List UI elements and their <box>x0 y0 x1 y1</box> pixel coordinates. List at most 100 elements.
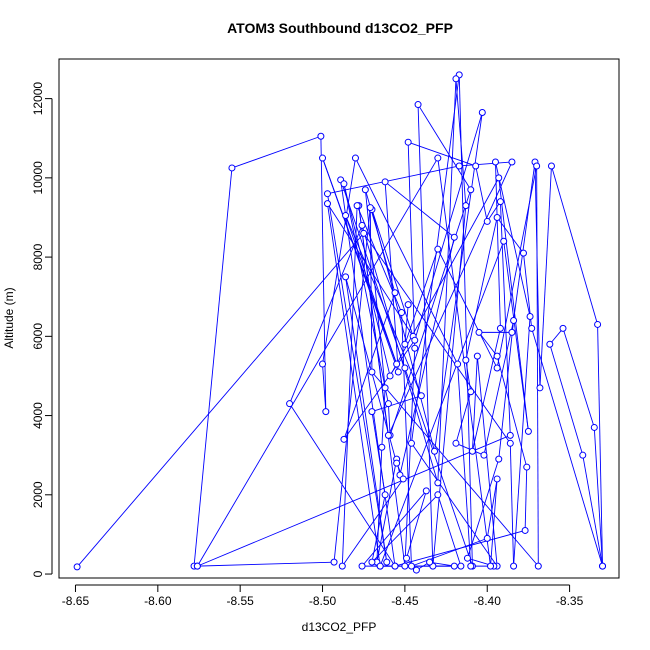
data-point <box>493 352 501 360</box>
series-segment <box>411 537 488 567</box>
data-point <box>368 558 376 566</box>
data-point <box>547 162 555 170</box>
series-segment <box>486 478 498 539</box>
data-point <box>431 447 439 455</box>
data-point <box>559 324 567 332</box>
series-segment <box>455 391 472 444</box>
data-point <box>521 526 529 534</box>
series-segment <box>437 248 498 369</box>
data-point <box>599 562 607 570</box>
data-point <box>404 301 412 309</box>
series-segment <box>404 304 409 345</box>
data-point <box>394 368 402 376</box>
data-point <box>495 455 503 463</box>
series-segment <box>399 237 455 476</box>
series-segment <box>471 356 478 452</box>
data-point <box>508 158 516 166</box>
series-segment <box>536 165 539 567</box>
data-point <box>434 154 442 162</box>
y-tick-label: 12000 <box>31 82 45 116</box>
x-tick-label: -8.50 <box>309 594 337 608</box>
x-tick-label: -8.65 <box>62 594 90 608</box>
series-segment <box>358 205 389 436</box>
data-point <box>384 431 392 439</box>
data-point <box>401 340 409 348</box>
series-segment <box>459 161 512 167</box>
data-point <box>475 328 483 336</box>
data-point <box>519 249 527 257</box>
data-series <box>73 71 607 574</box>
data-point <box>478 108 486 116</box>
series-segment <box>417 104 472 190</box>
data-point <box>500 237 508 245</box>
series-segment <box>197 561 335 567</box>
data-point <box>454 360 462 368</box>
series-segment <box>379 241 505 567</box>
data-point <box>412 566 420 574</box>
series-segment <box>371 371 539 567</box>
series-segment <box>371 395 422 413</box>
data-point <box>510 562 518 570</box>
data-point <box>381 384 389 392</box>
series-segment <box>289 225 363 404</box>
data-point <box>495 174 503 182</box>
series-segment <box>495 161 501 329</box>
series-segment <box>343 292 396 440</box>
data-point <box>319 360 327 368</box>
data-point <box>383 558 391 566</box>
series-segment <box>343 183 389 404</box>
series-segment <box>483 320 515 456</box>
series-segment <box>371 494 439 563</box>
data-point <box>594 320 602 328</box>
data-point <box>417 392 425 400</box>
data-point <box>450 562 458 570</box>
series-segment <box>486 201 501 222</box>
data-point <box>493 475 501 483</box>
data-point <box>463 554 471 562</box>
data-point <box>228 164 236 172</box>
data-point <box>73 563 81 571</box>
x-tick-label: -8.55 <box>226 594 254 608</box>
data-point <box>491 158 499 166</box>
series-segment <box>401 312 412 567</box>
data-point <box>526 313 534 321</box>
data-point <box>342 211 350 219</box>
x-tick-label: -8.60 <box>144 594 172 608</box>
data-point <box>472 162 480 170</box>
data-point <box>398 309 406 317</box>
series-segment <box>361 490 427 567</box>
series-segment <box>465 217 498 361</box>
data-point <box>487 562 495 570</box>
data-point <box>330 558 338 566</box>
series-segment <box>437 78 457 483</box>
series-segment <box>478 332 498 357</box>
data-point <box>351 154 359 162</box>
data-point <box>434 491 442 499</box>
series-segment <box>593 427 603 567</box>
series-segment <box>327 193 388 563</box>
data-point <box>468 447 476 455</box>
data-point <box>381 178 389 186</box>
data-point <box>386 372 394 380</box>
series-segment <box>437 494 462 567</box>
data-point <box>467 562 475 570</box>
data-point <box>404 138 412 146</box>
data-point <box>455 162 463 170</box>
data-point <box>506 431 514 439</box>
series-segment <box>509 443 515 567</box>
data-point <box>523 463 531 471</box>
data-point <box>322 408 330 416</box>
series-segment <box>231 135 322 169</box>
series-segment <box>406 490 427 559</box>
series-segment <box>404 249 439 345</box>
series-segment <box>345 215 422 396</box>
series-segment <box>549 344 584 456</box>
x-tick-label: -8.45 <box>391 594 419 608</box>
series-segment <box>531 328 603 567</box>
data-point <box>399 475 407 483</box>
series-segment <box>524 467 528 531</box>
data-point <box>340 180 348 188</box>
data-point <box>426 558 434 566</box>
data-point <box>323 190 331 198</box>
data-point <box>378 443 386 451</box>
